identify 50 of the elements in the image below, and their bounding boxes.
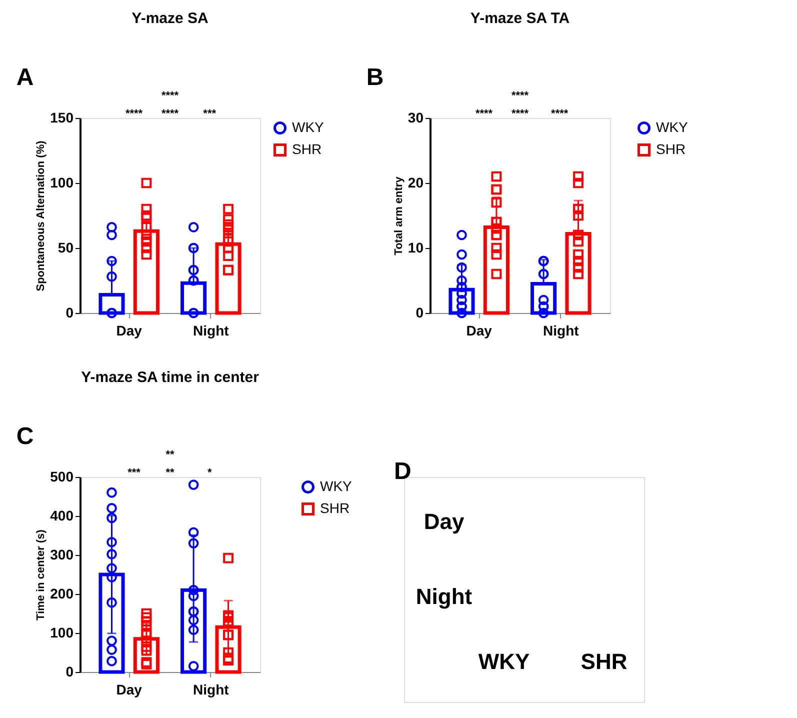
text: D xyxy=(394,458,412,485)
text: **** xyxy=(161,90,180,102)
y-tick-label: 200 xyxy=(50,586,74,602)
annotation: ** xyxy=(166,467,175,479)
text: **** xyxy=(511,90,530,102)
y-tick-label: 0 xyxy=(416,304,424,320)
y-tick-label: 300 xyxy=(50,546,74,562)
annotation: * xyxy=(207,467,212,479)
y-axis-title: Total arm entry xyxy=(392,176,405,256)
chart-title: Y-maze SA TA xyxy=(470,10,570,27)
annotation: **** xyxy=(551,108,569,120)
annotation: **** xyxy=(511,108,530,120)
annotation: *** xyxy=(203,108,217,120)
legend-label: WKY xyxy=(292,119,325,135)
y-tick-label: 150 xyxy=(50,110,74,126)
text: Day xyxy=(424,509,465,534)
y-axis-title: Spontaneous Alternation (%) xyxy=(35,140,48,292)
annotation: **** xyxy=(475,108,494,120)
legend-label: WKY xyxy=(320,478,353,494)
y-tick-label: 100 xyxy=(50,174,74,190)
y-tick-label: 0 xyxy=(66,304,74,320)
legend-label: WKY xyxy=(656,119,689,135)
x-tick-label: Day xyxy=(466,322,492,338)
x-tick-label: Day xyxy=(116,322,142,338)
text: B xyxy=(366,64,384,91)
chart-title: Y-maze SA time in center xyxy=(81,369,260,386)
annotation: *** xyxy=(128,467,142,479)
x-tick-label: Night xyxy=(543,322,580,338)
y-tick-label: 30 xyxy=(408,110,424,126)
y-tick-label: 50 xyxy=(58,240,74,256)
text: WKY xyxy=(478,649,530,674)
y-tick-label: 10 xyxy=(408,240,424,256)
legend-label: SHR xyxy=(656,141,686,157)
y-tick-label: 500 xyxy=(50,468,74,484)
y-tick-label: 400 xyxy=(50,508,74,524)
text: ** xyxy=(166,449,175,461)
y-tick-label: 0 xyxy=(66,664,74,680)
legend-label: SHR xyxy=(292,141,322,157)
text: A xyxy=(16,64,34,91)
annotation: **** xyxy=(125,108,144,120)
chart-title: Y-maze SA xyxy=(132,10,209,27)
text: C xyxy=(16,423,34,450)
legend-label: SHR xyxy=(320,500,350,516)
text: Night xyxy=(416,584,473,609)
annotation: **** xyxy=(161,108,180,120)
y-axis-title: Time in center (s) xyxy=(35,529,48,620)
y-tick-label: 100 xyxy=(50,624,74,640)
x-tick-label: Night xyxy=(193,322,230,338)
y-tick-label: 20 xyxy=(408,174,424,190)
text: SHR xyxy=(580,649,628,674)
